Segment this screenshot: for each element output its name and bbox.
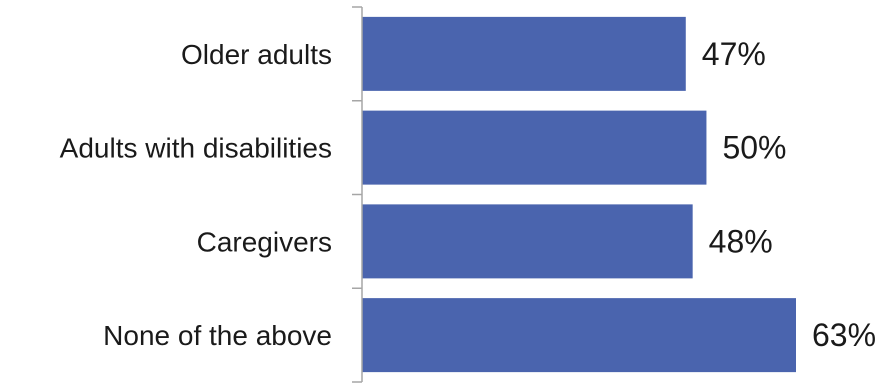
- bar: [362, 298, 796, 373]
- category-label: Older adults: [181, 39, 332, 70]
- data-label: 48%: [709, 223, 773, 259]
- data-label: 47%: [702, 36, 766, 72]
- bar: [362, 16, 686, 91]
- bar: [362, 110, 707, 185]
- data-label: 63%: [812, 317, 876, 353]
- bar: [362, 204, 693, 279]
- category-label: Caregivers: [197, 226, 332, 257]
- labels-layer: Older adults 47% Adults with disabilities 5…: [60, 36, 876, 353]
- category-label: None of the above: [103, 320, 332, 351]
- data-label: 50%: [722, 130, 786, 166]
- bars-layer: [362, 16, 796, 373]
- category-label: Adults with disabilities: [60, 133, 332, 164]
- category-axis: [352, 6, 363, 383]
